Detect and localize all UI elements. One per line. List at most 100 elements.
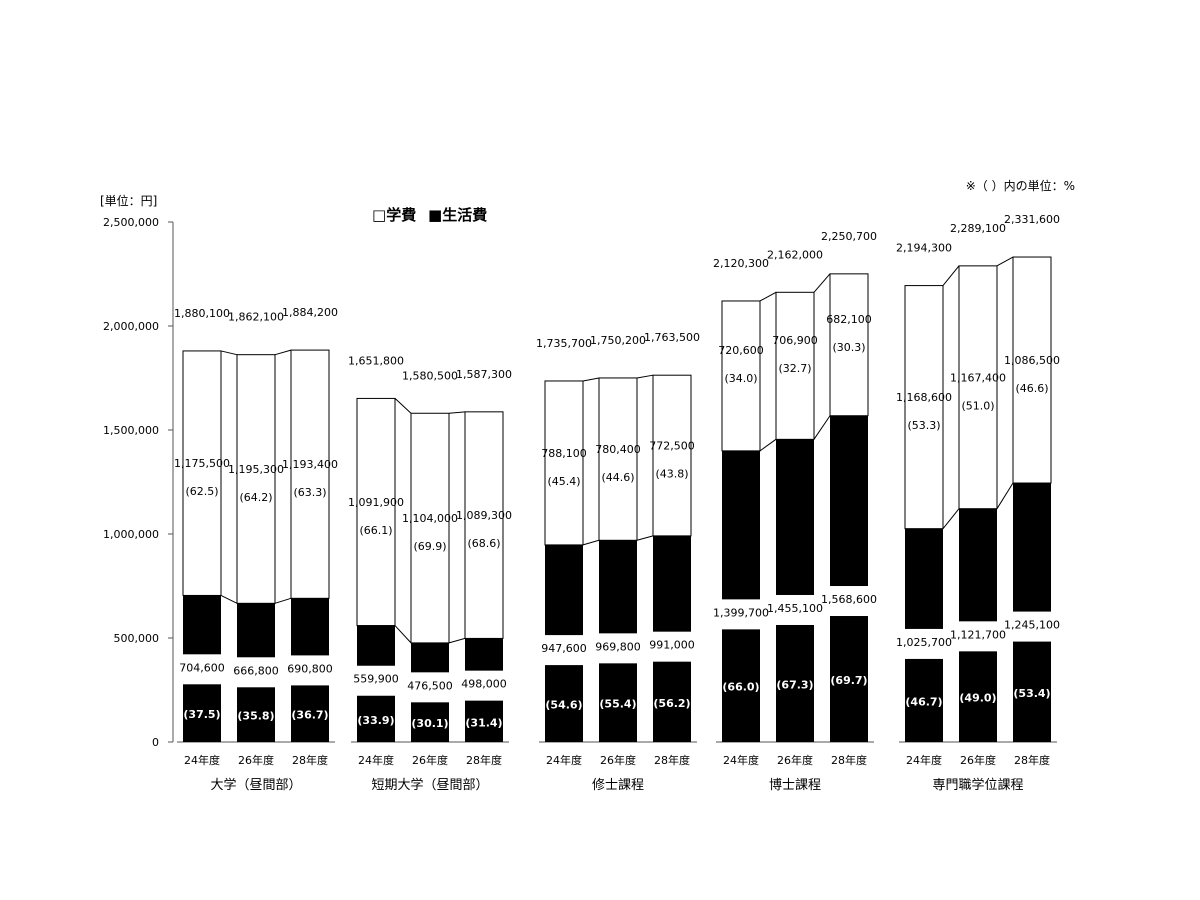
living-value-label: 1,025,700: [896, 636, 952, 649]
total-label: 2,250,700: [821, 230, 877, 243]
legend-item-living: ■生活費: [428, 206, 487, 224]
total-label: 1,880,100: [174, 307, 230, 320]
bar-tuition: [544, 380, 584, 546]
living-pct-label: (56.2): [653, 697, 690, 710]
connector-total: [582, 377, 600, 382]
bar-tuition: [356, 397, 396, 627]
living-pct-label: (37.5): [183, 708, 220, 721]
living-pct-label: (46.7): [905, 695, 942, 708]
legend: □学費 ■生活費: [372, 206, 487, 224]
living-label-background: [410, 672, 450, 703]
tuition-pct-label: (63.3): [293, 486, 326, 499]
living-pct-label: (66.0): [722, 681, 759, 694]
group-label: 修士課程: [592, 777, 644, 793]
bar-living: [830, 415, 868, 742]
living-label-background: [904, 628, 944, 659]
tuition-value-label: 1,089,300: [456, 509, 512, 522]
data-labels: 1,880,100 1,175,500 (62.5) 704,600 (37.5) 1,8…: [174, 213, 1060, 730]
bar-tuition: [236, 354, 276, 604]
bar-tuition: [598, 377, 638, 541]
tuition-value-label: 780,400: [595, 443, 641, 456]
living-label-background: [544, 635, 584, 666]
tuition-pct-label: (34.0): [724, 372, 757, 385]
living-value-label: 559,900: [353, 673, 399, 686]
bar-tuition: [464, 411, 504, 639]
total-label: 1,750,200: [590, 334, 646, 347]
living-label-background: [598, 633, 638, 664]
year-label: 26年度: [412, 753, 448, 767]
year-label: 26年度: [238, 753, 274, 767]
living-value-label: 991,000: [649, 639, 695, 652]
year-label: 26年度: [960, 753, 996, 767]
total-label: 1,862,100: [228, 311, 284, 324]
tuition-value-label: 1,167,400: [950, 371, 1006, 384]
tuition-pct-label: (68.6): [467, 537, 500, 550]
connector-total: [274, 349, 292, 356]
living-value-label: 1,455,100: [767, 602, 823, 615]
tuition-pct-label: (53.3): [907, 419, 940, 432]
living-value-label: 1,245,100: [1004, 619, 1060, 632]
tuition-value-label: 1,168,600: [896, 391, 952, 404]
connector-living: [759, 438, 777, 452]
living-pct-label: (33.9): [357, 714, 394, 727]
tuition-value-label: 720,600: [718, 344, 764, 357]
legend-label-living: 生活費: [442, 206, 487, 224]
living-label-background: [290, 655, 330, 686]
living-label-background: [182, 654, 222, 685]
tuition-pct-label: (62.5): [185, 485, 218, 498]
living-value-label: 666,800: [233, 664, 279, 677]
connector-living: [448, 637, 466, 644]
total-label: 1,580,500: [402, 369, 458, 382]
bar-tuition: [410, 412, 450, 644]
bar-tuition: [182, 350, 222, 596]
connector-total: [394, 398, 412, 414]
living-value-label: 947,600: [541, 642, 587, 655]
connector-total: [813, 273, 831, 293]
year-label: 24年度: [546, 753, 582, 767]
total-label: 1,735,700: [536, 337, 592, 350]
tuition-pct-label: (43.8): [655, 468, 688, 481]
living-value-label: 1,399,700: [713, 606, 769, 619]
legend-item-tuition: □学費: [372, 206, 416, 224]
bar-tuition: [721, 300, 761, 452]
living-pct-label: (31.4): [465, 716, 502, 729]
group-label: 博士課程: [769, 777, 821, 793]
total-label: 1,763,500: [644, 331, 700, 344]
total-label: 1,587,300: [456, 368, 512, 381]
bar-tuition: [829, 273, 869, 417]
connector-living: [394, 625, 412, 644]
connector-lines: [220, 256, 1014, 644]
living-value-label: 690,800: [287, 662, 333, 675]
tuition-value-label: 1,193,400: [282, 458, 338, 471]
group-label: 専門職学位課程: [932, 777, 1023, 793]
tuition-value-label: 1,195,300: [228, 463, 284, 476]
tuition-value-label: 1,091,900: [348, 496, 404, 509]
year-label: 26年度: [600, 753, 636, 767]
tuition-pct-label: (44.6): [601, 471, 634, 484]
year-label: 24年度: [723, 753, 759, 767]
tuition-pct-label: (30.3): [832, 341, 865, 354]
total-label: 1,651,800: [348, 354, 404, 367]
connector-total: [759, 291, 777, 302]
group-label: 短期大学（昼間部）: [371, 777, 488, 793]
living-pct-label: (35.8): [237, 710, 274, 723]
total-label: 2,120,300: [713, 257, 769, 270]
year-label: 28年度: [292, 753, 328, 767]
legend-label-tuition: 学費: [386, 206, 416, 224]
tuition-value-label: 706,900: [772, 334, 818, 347]
bar-living: [776, 439, 814, 742]
connector-living: [996, 482, 1014, 509]
tuition-value-label: 1,175,500: [174, 457, 230, 470]
bar-tuition: [775, 291, 815, 440]
living-pct-label: (49.0): [959, 692, 996, 705]
tuition-pct-label: (66.1): [359, 524, 392, 537]
living-label-background: [356, 665, 396, 696]
living-pct-label: (55.4): [599, 698, 636, 711]
connector-living: [220, 594, 238, 604]
living-value-label: 1,568,600: [821, 593, 877, 606]
connector-total: [220, 350, 238, 356]
bar-tuition: [958, 265, 998, 510]
connector-living: [582, 539, 600, 546]
